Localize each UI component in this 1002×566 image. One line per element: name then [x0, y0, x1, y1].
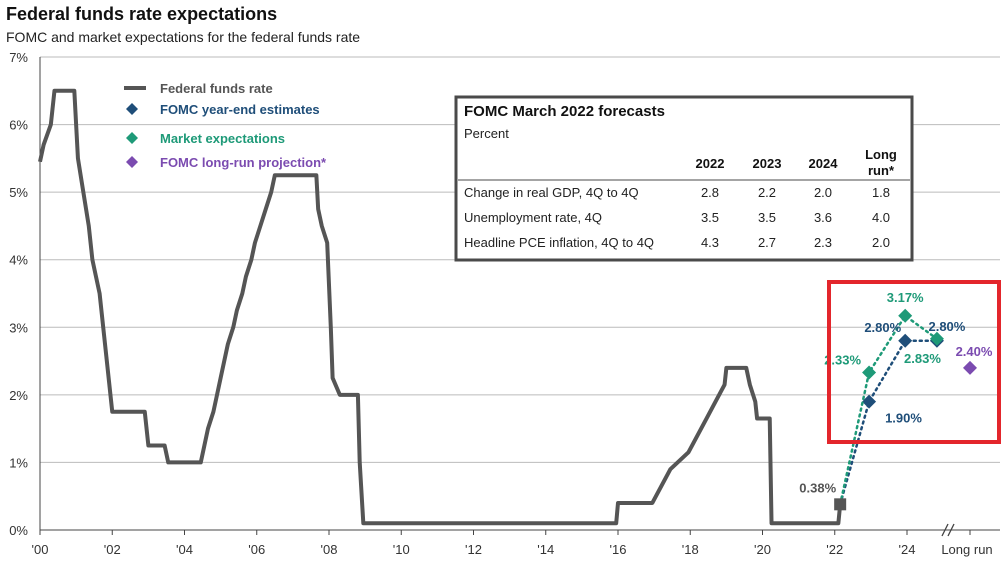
x-tick-label: '04 [176, 542, 193, 557]
data-point [929, 331, 944, 346]
x-tick-label: Long run [941, 542, 992, 557]
chart-title: Federal funds rate expectations [6, 4, 278, 24]
data-label: 2.80% [864, 320, 901, 335]
forecast-cell: 3.6 [814, 210, 832, 225]
x-tick-label: '10 [393, 542, 410, 557]
forecast-table-subtitle: Percent [464, 126, 509, 141]
forecast-cell: 1.8 [872, 185, 890, 200]
x-tick-label: '12 [465, 542, 482, 557]
series-line-fomc [838, 339, 939, 506]
forecast-cell: 4.3 [701, 235, 719, 250]
forecast-cell: 2.0 [872, 235, 890, 250]
legend-diamond-marker [126, 156, 138, 168]
x-tick-label: '24 [899, 542, 916, 557]
forecast-cell: 3.5 [758, 210, 776, 225]
forecast-row-label: Headline PCE inflation, 4Q to 4Q [464, 235, 654, 250]
data-label: 2.80% [928, 319, 965, 334]
forecast-column-header: 2022 [696, 156, 725, 171]
y-tick-label: 3% [9, 320, 28, 335]
legend-item-label: FOMC long-run projection* [160, 155, 327, 170]
x-tick-label: '08 [321, 542, 338, 557]
y-tick-label: 4% [9, 253, 28, 268]
forecast-row-label: Change in real GDP, 4Q to 4Q [464, 185, 639, 200]
legend: Federal funds rate FOMC year-end estimate… [124, 81, 327, 170]
forecast-cell: 2.7 [758, 235, 776, 250]
legend-item-label: Market expectations [160, 131, 285, 146]
forecast-column-header: 2023 [753, 156, 782, 171]
data-label: 1.90% [885, 411, 922, 426]
forecast-column-header: 2024 [809, 156, 839, 171]
y-tick-label: 1% [9, 455, 28, 470]
legend-item-label: Federal funds rate [160, 81, 273, 96]
series: 0.38% 1.90% 2.80% 2.80% 2.33% 3.17% 2.83% 2.40% [38, 88, 993, 526]
data-label: 0.38% [799, 480, 836, 495]
legend-diamond-marker [126, 103, 138, 115]
projection-highlight-box [827, 280, 1001, 444]
forecast-cell: 2.0 [814, 185, 832, 200]
axes: 0% 1% 2% 3% 4% 5% 6% 7% '00 '02 '04 '06 '08 '10 '12 '14… [9, 50, 1000, 557]
forecast-cell: 2.3 [814, 235, 832, 250]
forecast-column-header: run* [868, 163, 895, 178]
data-point [862, 394, 877, 409]
data-point [898, 308, 913, 323]
forecast-row-label: Unemployment rate, 4Q [464, 210, 602, 225]
x-tick-label: '14 [537, 542, 554, 557]
series-line-market [838, 314, 939, 506]
x-tick-label: '06 [248, 542, 265, 557]
x-tick-label: '02 [104, 542, 121, 557]
series-line-federal-funds-rate [38, 88, 843, 526]
forecast-cell: 2.8 [701, 185, 719, 200]
forecast-cell: 4.0 [872, 210, 890, 225]
data-label: 3.17% [887, 290, 924, 305]
forecast-column-header: Long [865, 147, 897, 162]
forecast-table: FOMC March 2022 forecasts Percent 2022 2023… [454, 95, 914, 262]
x-tick-label: '00 [32, 542, 49, 557]
x-tick-label: '20 [754, 542, 771, 557]
data-label: 2.83% [904, 351, 941, 366]
current-rate-marker [834, 498, 847, 511]
legend-diamond-marker [126, 132, 138, 144]
forecast-cell: 2.2 [758, 185, 776, 200]
y-tick-label: 7% [9, 50, 28, 65]
y-tick-label: 5% [9, 185, 28, 200]
data-label: 2.40% [956, 344, 993, 359]
data-point [862, 365, 877, 380]
axis-break-mark [941, 523, 949, 537]
y-tick-label: 0% [9, 523, 28, 538]
x-tick-label: '22 [826, 542, 843, 557]
data-label: 2.33% [824, 353, 861, 368]
forecast-table-box [454, 95, 914, 262]
data-point [898, 333, 913, 348]
chart-subtitle: FOMC and market expectations for the fed… [6, 29, 361, 45]
legend-item-label: FOMC year-end estimates [160, 102, 320, 117]
x-tick-label: '18 [682, 542, 699, 557]
forecast-cell: 3.5 [701, 210, 719, 225]
y-tick-label: 2% [9, 388, 28, 403]
y-tick-label: 6% [9, 118, 28, 133]
x-tick-label: '16 [610, 542, 627, 557]
data-point [963, 360, 977, 375]
axis-break-mark [947, 523, 955, 537]
forecast-table-title: FOMC March 2022 forecasts [464, 103, 665, 120]
